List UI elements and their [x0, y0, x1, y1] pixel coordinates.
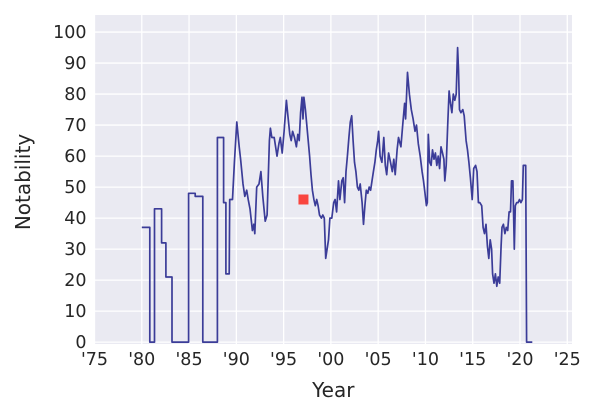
x-tick-label: '05 [365, 350, 392, 370]
y-tick-label: 30 [64, 240, 86, 260]
y-tick-label: 20 [64, 271, 86, 291]
y-axis-label: Notability [11, 133, 35, 231]
x-tick-label: '80 [128, 350, 155, 370]
x-tick-label: '15 [459, 350, 486, 370]
y-tick-label: 40 [64, 209, 86, 229]
y-tick-label: 100 [53, 23, 86, 43]
series-line-notability-over-time [141, 46, 533, 343]
x-tick-label: '75 [81, 350, 108, 370]
plot-area [94, 15, 572, 344]
highlight-point-marker [298, 194, 309, 205]
x-tick-label: '25 [554, 350, 581, 370]
y-tick-label: 90 [64, 54, 86, 74]
y-tick-label: 80 [64, 85, 86, 105]
x-tick-label: '95 [270, 350, 297, 370]
x-tick-label: '20 [506, 350, 533, 370]
y-tick-label: 50 [64, 178, 86, 198]
y-tick-label: 10 [64, 302, 86, 322]
x-axis-label: Year [312, 378, 355, 402]
y-tick-label: 70 [64, 116, 86, 136]
x-tick-label: '00 [317, 350, 344, 370]
x-tick-label: '90 [223, 350, 250, 370]
x-tick-label: '10 [412, 350, 439, 370]
y-tick-label: 60 [64, 147, 86, 167]
x-tick-label: '85 [176, 350, 203, 370]
y-tick-label: 0 [75, 333, 86, 353]
